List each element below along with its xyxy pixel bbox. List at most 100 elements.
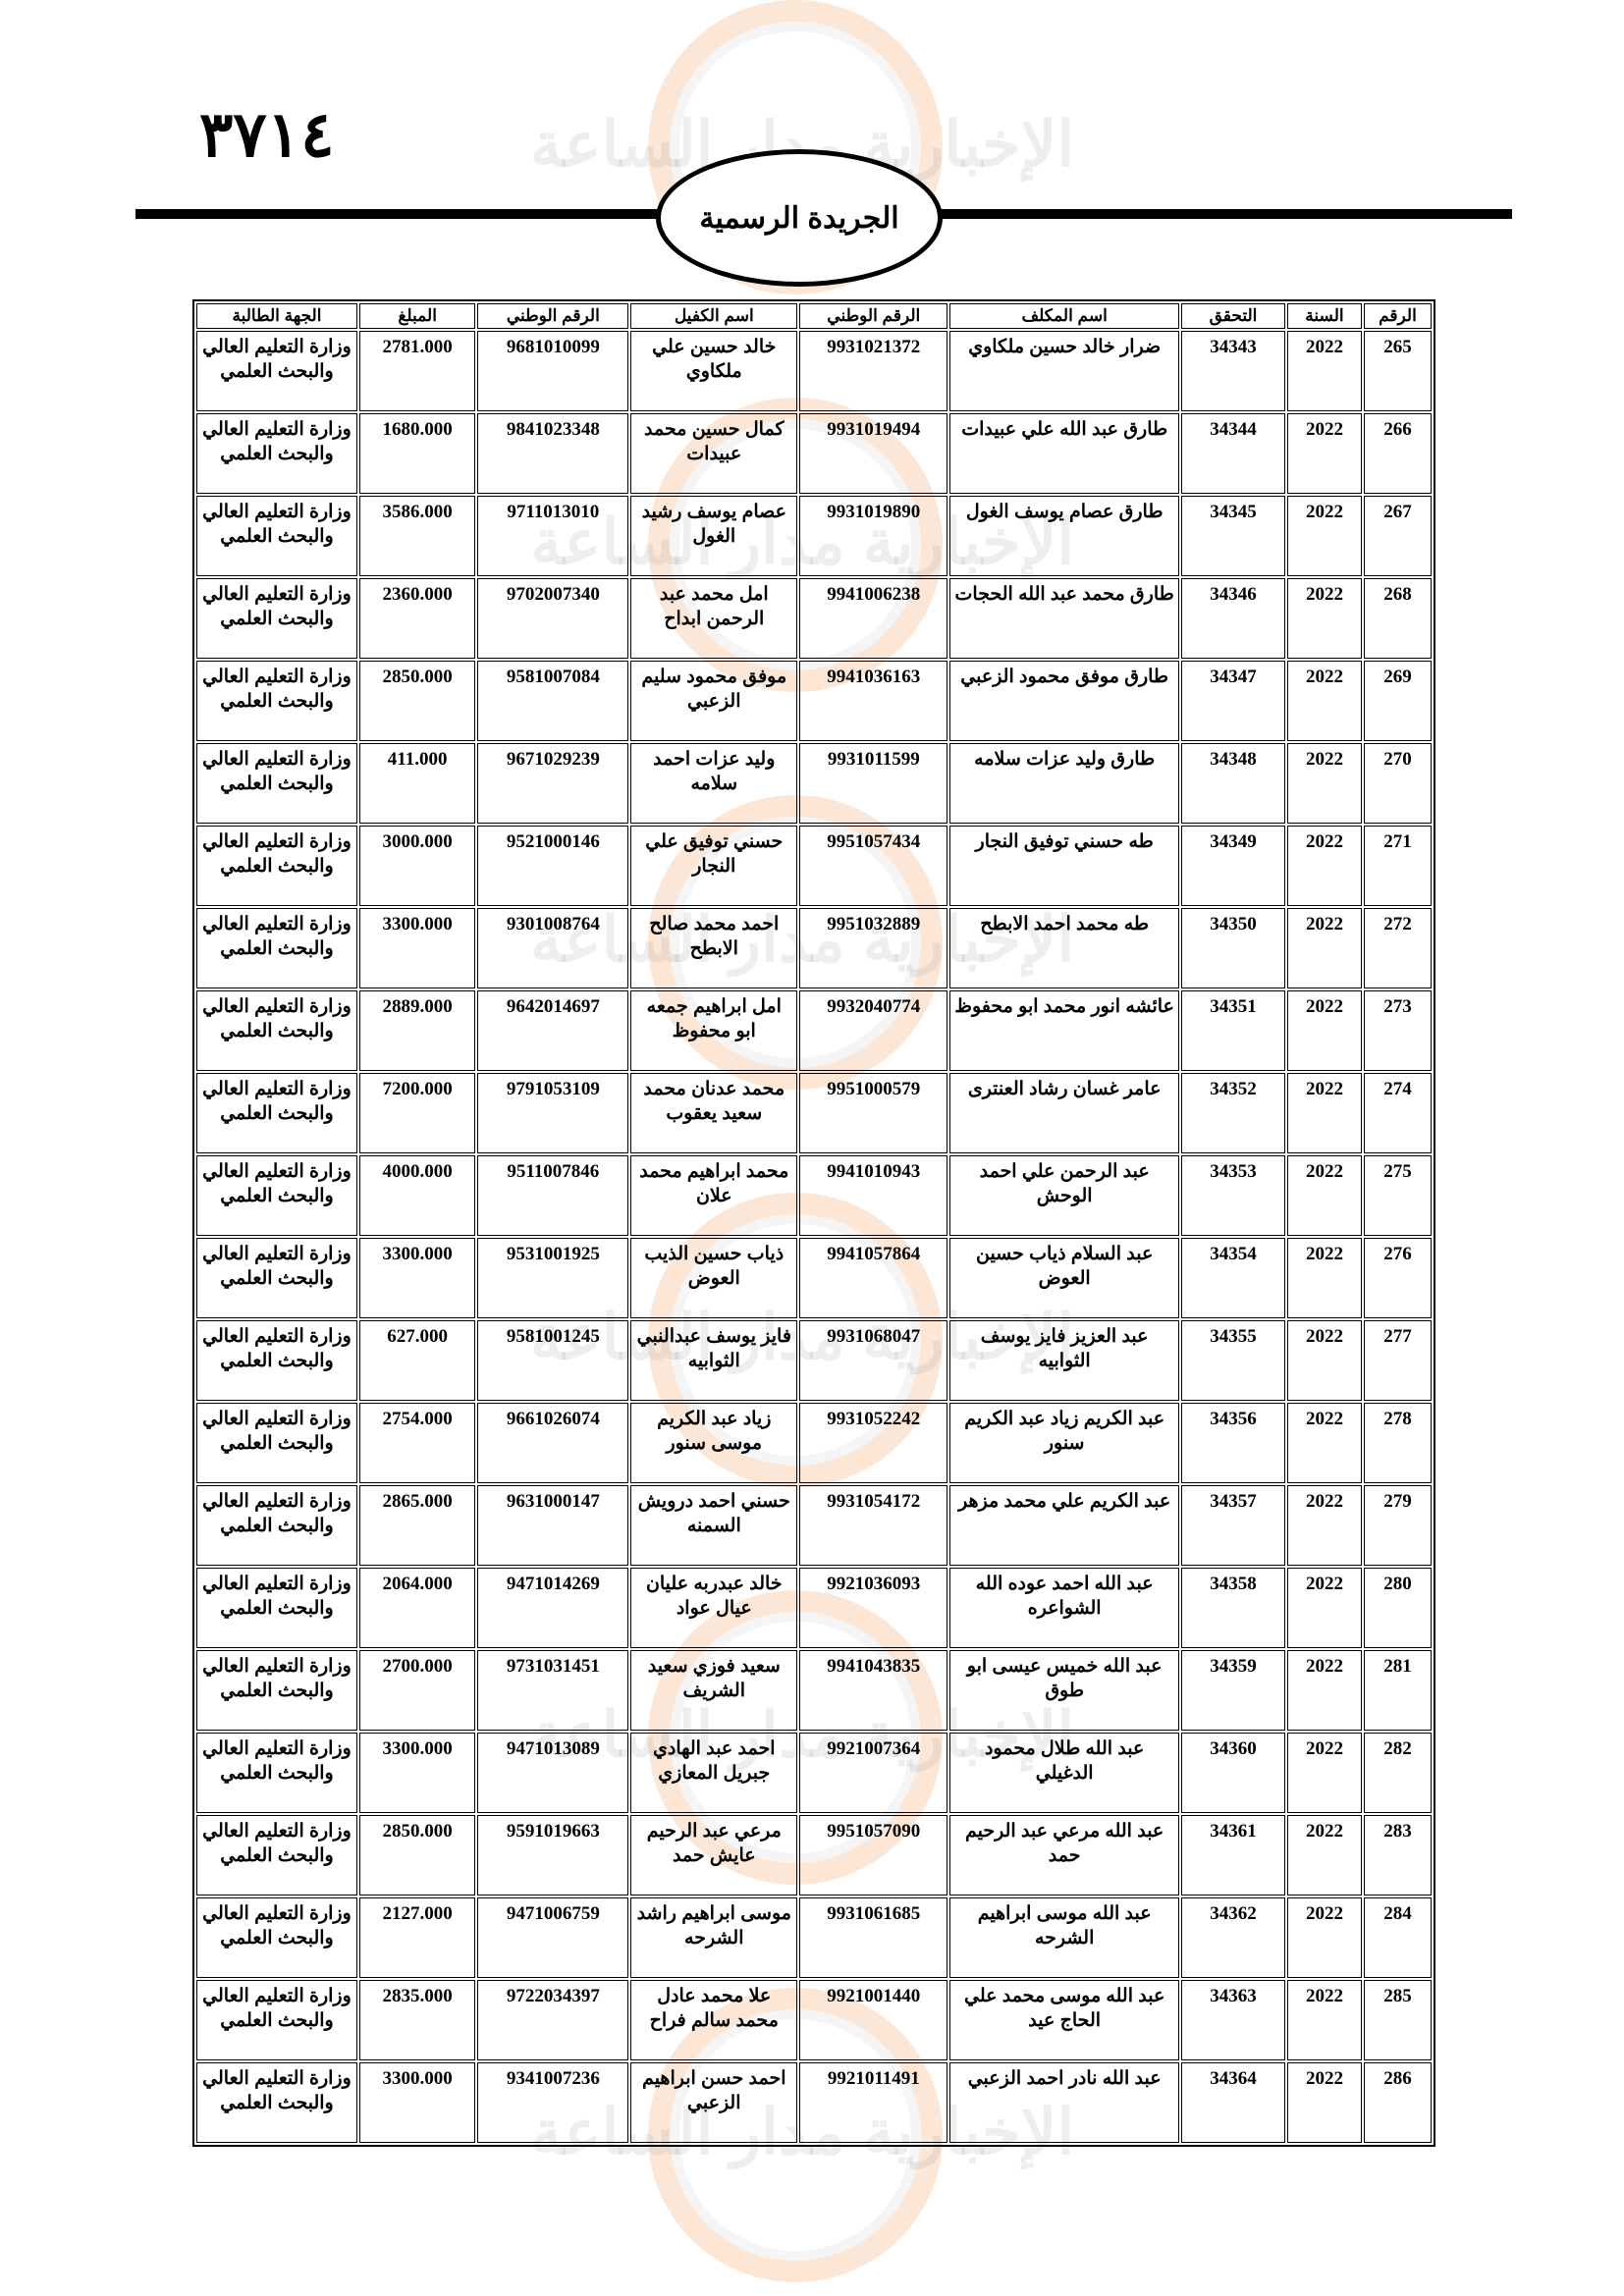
cell-row-number: 270 bbox=[1363, 743, 1432, 824]
cell-requesting-party: وزارة التعليم العالي والبحث العلمي bbox=[196, 1897, 357, 1978]
cell-obligor-name: طارق عبد الله علي عبيدات bbox=[949, 413, 1179, 494]
page-number: ٣٧١٤ bbox=[199, 98, 335, 172]
cell-amount: 2889.000 bbox=[358, 990, 476, 1071]
cell-year: 2022 bbox=[1287, 2062, 1362, 2143]
cell-guarantor-national-id: 9471006759 bbox=[477, 1897, 629, 1978]
cell-guarantor-national-id: 9681010099 bbox=[477, 331, 629, 411]
cell-obligor-national-id: 9921011491 bbox=[799, 2062, 948, 2143]
cell-guarantor-name: حسني توفيق علي النجار bbox=[630, 826, 798, 906]
cell-year: 2022 bbox=[1287, 661, 1362, 741]
table-header-row: الرقم السنة التحقق اسم المكلف الرقم الوط… bbox=[196, 303, 1432, 329]
cell-row-number: 267 bbox=[1363, 496, 1432, 576]
cell-requesting-party: وزارة التعليم العالي والبحث العلمي bbox=[196, 1485, 357, 1566]
cell-row-number: 278 bbox=[1363, 1403, 1432, 1483]
cell-guarantor-national-id: 9341007236 bbox=[477, 2062, 629, 2143]
cell-obligor-national-id: 9941057864 bbox=[799, 1238, 948, 1318]
cell-verification: 34350 bbox=[1181, 908, 1285, 988]
cell-obligor-national-id: 9941006238 bbox=[799, 578, 948, 659]
cell-year: 2022 bbox=[1287, 1155, 1362, 1236]
cell-guarantor-national-id: 9581001245 bbox=[477, 1320, 629, 1401]
table-row: 282 2022 34360 عبد الله طلال محمود الدغيلي 9… bbox=[196, 1733, 1432, 1813]
cell-guarantor-national-id: 9731031451 bbox=[477, 1650, 629, 1731]
cell-verification: 34359 bbox=[1181, 1650, 1285, 1731]
cell-requesting-party: وزارة التعليم العالي والبحث العلمي bbox=[196, 413, 357, 494]
cell-obligor-national-id: 9931061685 bbox=[799, 1897, 948, 1978]
cell-row-number: 275 bbox=[1363, 1155, 1432, 1236]
cell-obligor-national-id: 9931068047 bbox=[799, 1320, 948, 1401]
cell-verification: 34352 bbox=[1181, 1073, 1285, 1153]
cell-year: 2022 bbox=[1287, 578, 1362, 659]
cell-verification: 34349 bbox=[1181, 826, 1285, 906]
cell-amount: 2865.000 bbox=[358, 1485, 476, 1566]
cell-obligor-name: طارق محمد عبد الله الحجات bbox=[949, 578, 1179, 659]
column-header-obligor-national-id: الرقم الوطني bbox=[799, 303, 948, 329]
cell-amount: 3300.000 bbox=[358, 1733, 476, 1813]
cell-obligor-national-id: 9931019890 bbox=[799, 496, 948, 576]
cell-guarantor-national-id: 9581007084 bbox=[477, 661, 629, 741]
cell-requesting-party: وزارة التعليم العالي والبحث العلمي bbox=[196, 1403, 357, 1483]
cell-guarantor-national-id: 9671029239 bbox=[477, 743, 629, 824]
table-row: 281 2022 34359 عبد الله خميس عيسى ابو طوق 99… bbox=[196, 1650, 1432, 1731]
cell-amount: 411.000 bbox=[358, 743, 476, 824]
cell-obligor-national-id: 9931019494 bbox=[799, 413, 948, 494]
cell-requesting-party: وزارة التعليم العالي والبحث العلمي bbox=[196, 1980, 357, 2060]
table-row: 267 2022 34345 طارق عصام يوسف الغول 99310198… bbox=[196, 496, 1432, 576]
table-row: 269 2022 34347 طارق موفق محمود الزعبي 994103… bbox=[196, 661, 1432, 741]
cell-year: 2022 bbox=[1287, 990, 1362, 1071]
cell-obligor-name: عبد الله خميس عيسى ابو طوق bbox=[949, 1650, 1179, 1731]
cell-year: 2022 bbox=[1287, 1733, 1362, 1813]
cell-amount: 3300.000 bbox=[358, 1238, 476, 1318]
cell-year: 2022 bbox=[1287, 1238, 1362, 1318]
cell-guarantor-name: محمد ابراهيم محمد علان bbox=[630, 1155, 798, 1236]
cell-verification: 34348 bbox=[1181, 743, 1285, 824]
cell-verification: 34362 bbox=[1181, 1897, 1285, 1978]
cell-obligor-name: عامر غسان رشاد العنترى bbox=[949, 1073, 1179, 1153]
table-row: 283 2022 34361 عبد الله مرعي عبد الرحيم حمد… bbox=[196, 1815, 1432, 1896]
cell-row-number: 265 bbox=[1363, 331, 1432, 411]
cell-amount: 3000.000 bbox=[358, 826, 476, 906]
cell-row-number: 268 bbox=[1363, 578, 1432, 659]
table-row: 285 2022 34363 عبد الله موسى محمد علي الحاج… bbox=[196, 1980, 1432, 2060]
cell-obligor-national-id: 9951057090 bbox=[799, 1815, 948, 1896]
cell-guarantor-national-id: 9791053109 bbox=[477, 1073, 629, 1153]
cell-row-number: 269 bbox=[1363, 661, 1432, 741]
cell-obligor-national-id: 9932040774 bbox=[799, 990, 948, 1071]
cell-verification: 34346 bbox=[1181, 578, 1285, 659]
column-header-verification: التحقق bbox=[1181, 303, 1285, 329]
cell-obligor-national-id: 9921007364 bbox=[799, 1733, 948, 1813]
cell-guarantor-name: زياد عبد الكريم موسى سنور bbox=[630, 1403, 798, 1483]
cell-amount: 1680.000 bbox=[358, 413, 476, 494]
cell-row-number: 274 bbox=[1363, 1073, 1432, 1153]
cell-verification: 34353 bbox=[1181, 1155, 1285, 1236]
cell-verification: 34363 bbox=[1181, 1980, 1285, 2060]
cell-guarantor-national-id: 9471014269 bbox=[477, 1568, 629, 1648]
table-row: 284 2022 34362 عبد الله موسى ابراهيم الشرحه… bbox=[196, 1897, 1432, 1978]
column-header-amount: المبلغ bbox=[358, 303, 476, 329]
cell-year: 2022 bbox=[1287, 1320, 1362, 1401]
cell-verification: 34356 bbox=[1181, 1403, 1285, 1483]
cell-guarantor-name: احمد محمد صالح الابطح bbox=[630, 908, 798, 988]
cell-guarantor-name: ذياب حسين الذيب العوض bbox=[630, 1238, 798, 1318]
cell-year: 2022 bbox=[1287, 743, 1362, 824]
cell-obligor-name: عبد العزيز فايز يوسف الثوابيه bbox=[949, 1320, 1179, 1401]
cell-guarantor-name: علا محمد عادل محمد سالم فراح bbox=[630, 1980, 798, 2060]
cell-obligor-name: عبد الكريم زياد عبد الكريم سنور bbox=[949, 1403, 1179, 1483]
cell-guarantor-national-id: 9661026074 bbox=[477, 1403, 629, 1483]
table-row: 286 2022 34364 عبد الله نادر احمد الزعبي 992… bbox=[196, 2062, 1432, 2143]
cell-requesting-party: وزارة التعليم العالي والبحث العلمي bbox=[196, 2062, 357, 2143]
cell-guarantor-name: احمد عبد الهادي جبريل المعازي bbox=[630, 1733, 798, 1813]
cell-guarantor-name: احمد حسن ابراهيم الزعبي bbox=[630, 2062, 798, 2143]
cell-guarantor-name: حسني احمد درويش السمنه bbox=[630, 1485, 798, 1566]
cell-obligor-name: طارق موفق محمود الزعبي bbox=[949, 661, 1179, 741]
cell-verification: 34358 bbox=[1181, 1568, 1285, 1648]
cell-obligor-name: عبد الله موسى محمد علي الحاج عيد bbox=[949, 1980, 1179, 2060]
cell-obligor-national-id: 9921036093 bbox=[799, 1568, 948, 1648]
cell-amount: 2700.000 bbox=[358, 1650, 476, 1731]
table-row: 279 2022 34357 عبد الكريم علي محمد مزهر 9931… bbox=[196, 1485, 1432, 1566]
table-row: 266 2022 34344 طارق عبد الله علي عبيدات 9931… bbox=[196, 413, 1432, 494]
cell-amount: 2127.000 bbox=[358, 1897, 476, 1978]
table-row: 274 2022 34352 عامر غسان رشاد العنترى 995100… bbox=[196, 1073, 1432, 1153]
column-header-guarantor-national-id: الرقم الوطني bbox=[477, 303, 629, 329]
table-row: 265 2022 34343 ضرار خالد حسين ملكاوي 9931021… bbox=[196, 331, 1432, 411]
cell-row-number: 282 bbox=[1363, 1733, 1432, 1813]
